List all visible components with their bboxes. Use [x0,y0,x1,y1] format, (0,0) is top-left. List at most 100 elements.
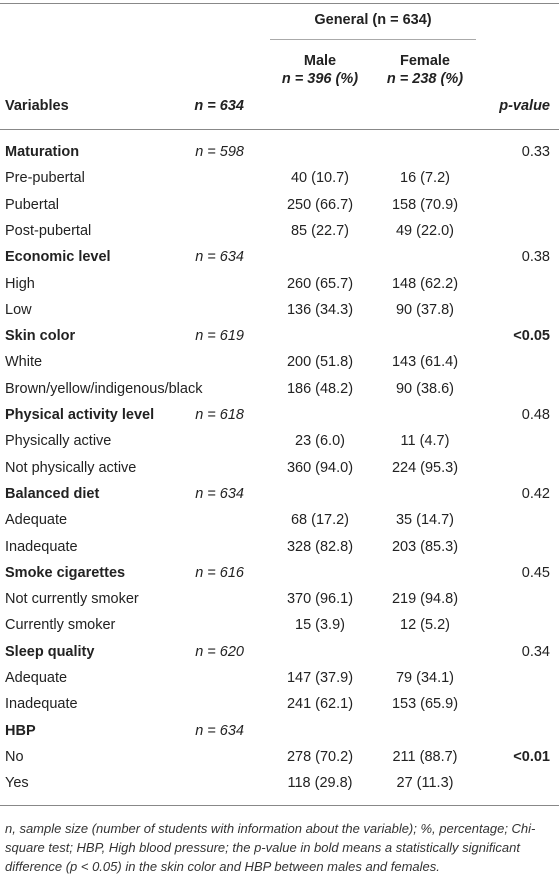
n-cell: n = 634 [195,485,244,502]
table-section-row: Maturation n = 598 0.33 [0,139,559,165]
variable-cell: Balanced diet [5,485,100,502]
female-header-n: n = 238 (%) [386,71,464,87]
variable-cell: Brown/yellow/indigenous/black [5,380,203,397]
variable-cell: White [5,354,43,371]
variable-cell: Pre-pubertal [5,170,85,187]
group-header-n: (n = 634) [372,12,432,28]
pvalue-cell: 0.38 [521,249,550,266]
male-cell: 15 (3.9) [295,617,345,634]
table-section-row: Economic level n = 634 0.38 [0,244,559,270]
variable-cell: Low [5,301,32,318]
pvalue-cell: 0.33 [521,144,550,160]
male-cell: 200 (51.8) [286,354,354,371]
variable-cell: Pubertal [5,196,60,213]
pvalue-cell: 0.34 [521,643,550,660]
variable-cell: Skin color [5,328,76,345]
male-cell: 118 (29.8) [287,775,353,792]
n-cell: n = 620 [195,643,244,660]
group-header-label: General [314,12,369,28]
male-cell: 23 (6.0) [295,433,345,450]
table-section-row: HBP n = 634 [0,718,559,744]
male-cell: 328 (82.8) [286,538,354,555]
male-header-n: n = 396 (%) [281,71,359,87]
female-header-label: Female [400,53,450,69]
n-cell: n = 618 [195,407,244,423]
female-cell: 90 (37.8) [395,301,455,318]
variable-cell: Adequate [5,512,68,529]
male-cell: 68 (17.2) [290,512,350,529]
male-cell: 260 (65.7) [286,275,354,292]
pvalue-header: p-value [499,98,550,114]
table-row: Not currently smoker 370 (96.1) 219 (94.8) [0,586,559,612]
variable-cell: No [5,748,24,765]
n-cell: n = 634 [195,722,244,739]
female-cell: 224 (95.3) [391,459,459,476]
n-cell: n = 616 [195,564,244,581]
table-section-row: Smoke cigarettes n = 616 0.45 [0,560,559,586]
group-header: General (n = 634) [270,11,476,29]
female-cell: 90 (38.6) [395,380,455,397]
table-row: Pubertal 250 (66.7) 158 (70.9) [0,192,559,218]
table-footnote: n, sample size (number of students with … [5,821,536,874]
male-cell: 186 (48.2) [286,380,354,397]
female-cell: 219 (94.8) [391,591,459,608]
pvalue-cell: <0.01 [513,748,550,765]
table-section-row: Physical activity level n = 618 0.48 [0,402,559,428]
female-cell: 12 (5.2) [400,617,450,634]
male-cell: 360 (94.0) [286,459,354,476]
table-bottom-rule [0,805,559,806]
female-cell: 35 (14.7) [395,512,455,529]
table-row: Yes 118 (29.8) 27 (11.3) [0,770,559,796]
female-cell: 27 (11.3) [396,775,454,792]
variable-cell: HBP [5,722,36,739]
variable-cell: Inadequate [5,696,78,713]
table-row: High 260 (65.7) 148 (62.2) [0,271,559,297]
male-header: Male n = 396 (%) [270,52,370,88]
n-header: n = 634 [194,98,244,114]
table-row: No 278 (70.2) 211 (88.7) <0.01 [0,744,559,770]
variable-cell: Post-pubertal [5,222,92,239]
female-cell: 211 (88.7) [392,748,458,765]
male-cell: 250 (66.7) [286,196,354,213]
table-top-rule [0,3,559,4]
header-bottom-rule [0,129,559,130]
male-cell: 241 (62.1) [286,696,354,713]
table-row: Pre-pubertal 40 (10.7) 16 (7.2) [0,165,559,191]
table-row: Adequate 147 (37.9) 79 (34.1) [0,665,559,691]
female-cell: 11 (4.7) [400,433,450,450]
female-cell: 158 (70.9) [391,196,459,213]
variable-cell: Maturation [5,144,80,160]
female-cell: 153 (65.9) [391,696,459,713]
table-row: White 200 (51.8) 143 (61.4) [0,349,559,375]
table-row: Post-pubertal 85 (22.7) 49 (22.0) [0,218,559,244]
table-section-row: Sleep quality n = 620 0.34 [0,639,559,665]
variable-cell: Physical activity level [5,407,155,423]
pvalue-cell: 0.45 [521,564,550,581]
variable-cell: Economic level [5,249,111,266]
female-cell: 148 (62.2) [391,275,459,292]
female-cell: 79 (34.1) [395,670,455,686]
n-cell: n = 598 [195,144,244,160]
variable-cell: Not currently smoker [5,591,139,608]
table-row: Inadequate 241 (62.1) 153 (65.9) [0,691,559,717]
table-section-row: Balanced diet n = 634 0.42 [0,481,559,507]
table-row: Not physically active 360 (94.0) 224 (95.3… [0,455,559,481]
variable-cell: High [5,275,35,292]
group-header-rule [270,39,476,40]
table-row: Low 136 (34.3) 90 (37.8) [0,297,559,323]
male-cell: 370 (96.1) [286,591,354,608]
table-row: Physically active 23 (6.0) 11 (4.7) [0,428,559,454]
pvalue-cell: <0.05 [513,328,550,345]
variables-header: Variables [5,98,69,114]
n-cell: n = 619 [195,328,244,345]
table-row: Inadequate 328 (82.8) 203 (85.3) [0,534,559,560]
variable-cell: Inadequate [5,538,78,555]
female-cell: 203 (85.3) [391,538,459,555]
male-cell: 278 (70.2) [286,748,354,765]
variable-cell: Not physically active [5,459,137,476]
variable-cell: Currently smoker [5,617,116,634]
variable-cell: Smoke cigarettes [5,564,126,581]
pvalue-cell: 0.48 [521,407,550,423]
pvalue-cell: 0.42 [521,485,550,502]
variable-cell: Adequate [5,670,68,686]
